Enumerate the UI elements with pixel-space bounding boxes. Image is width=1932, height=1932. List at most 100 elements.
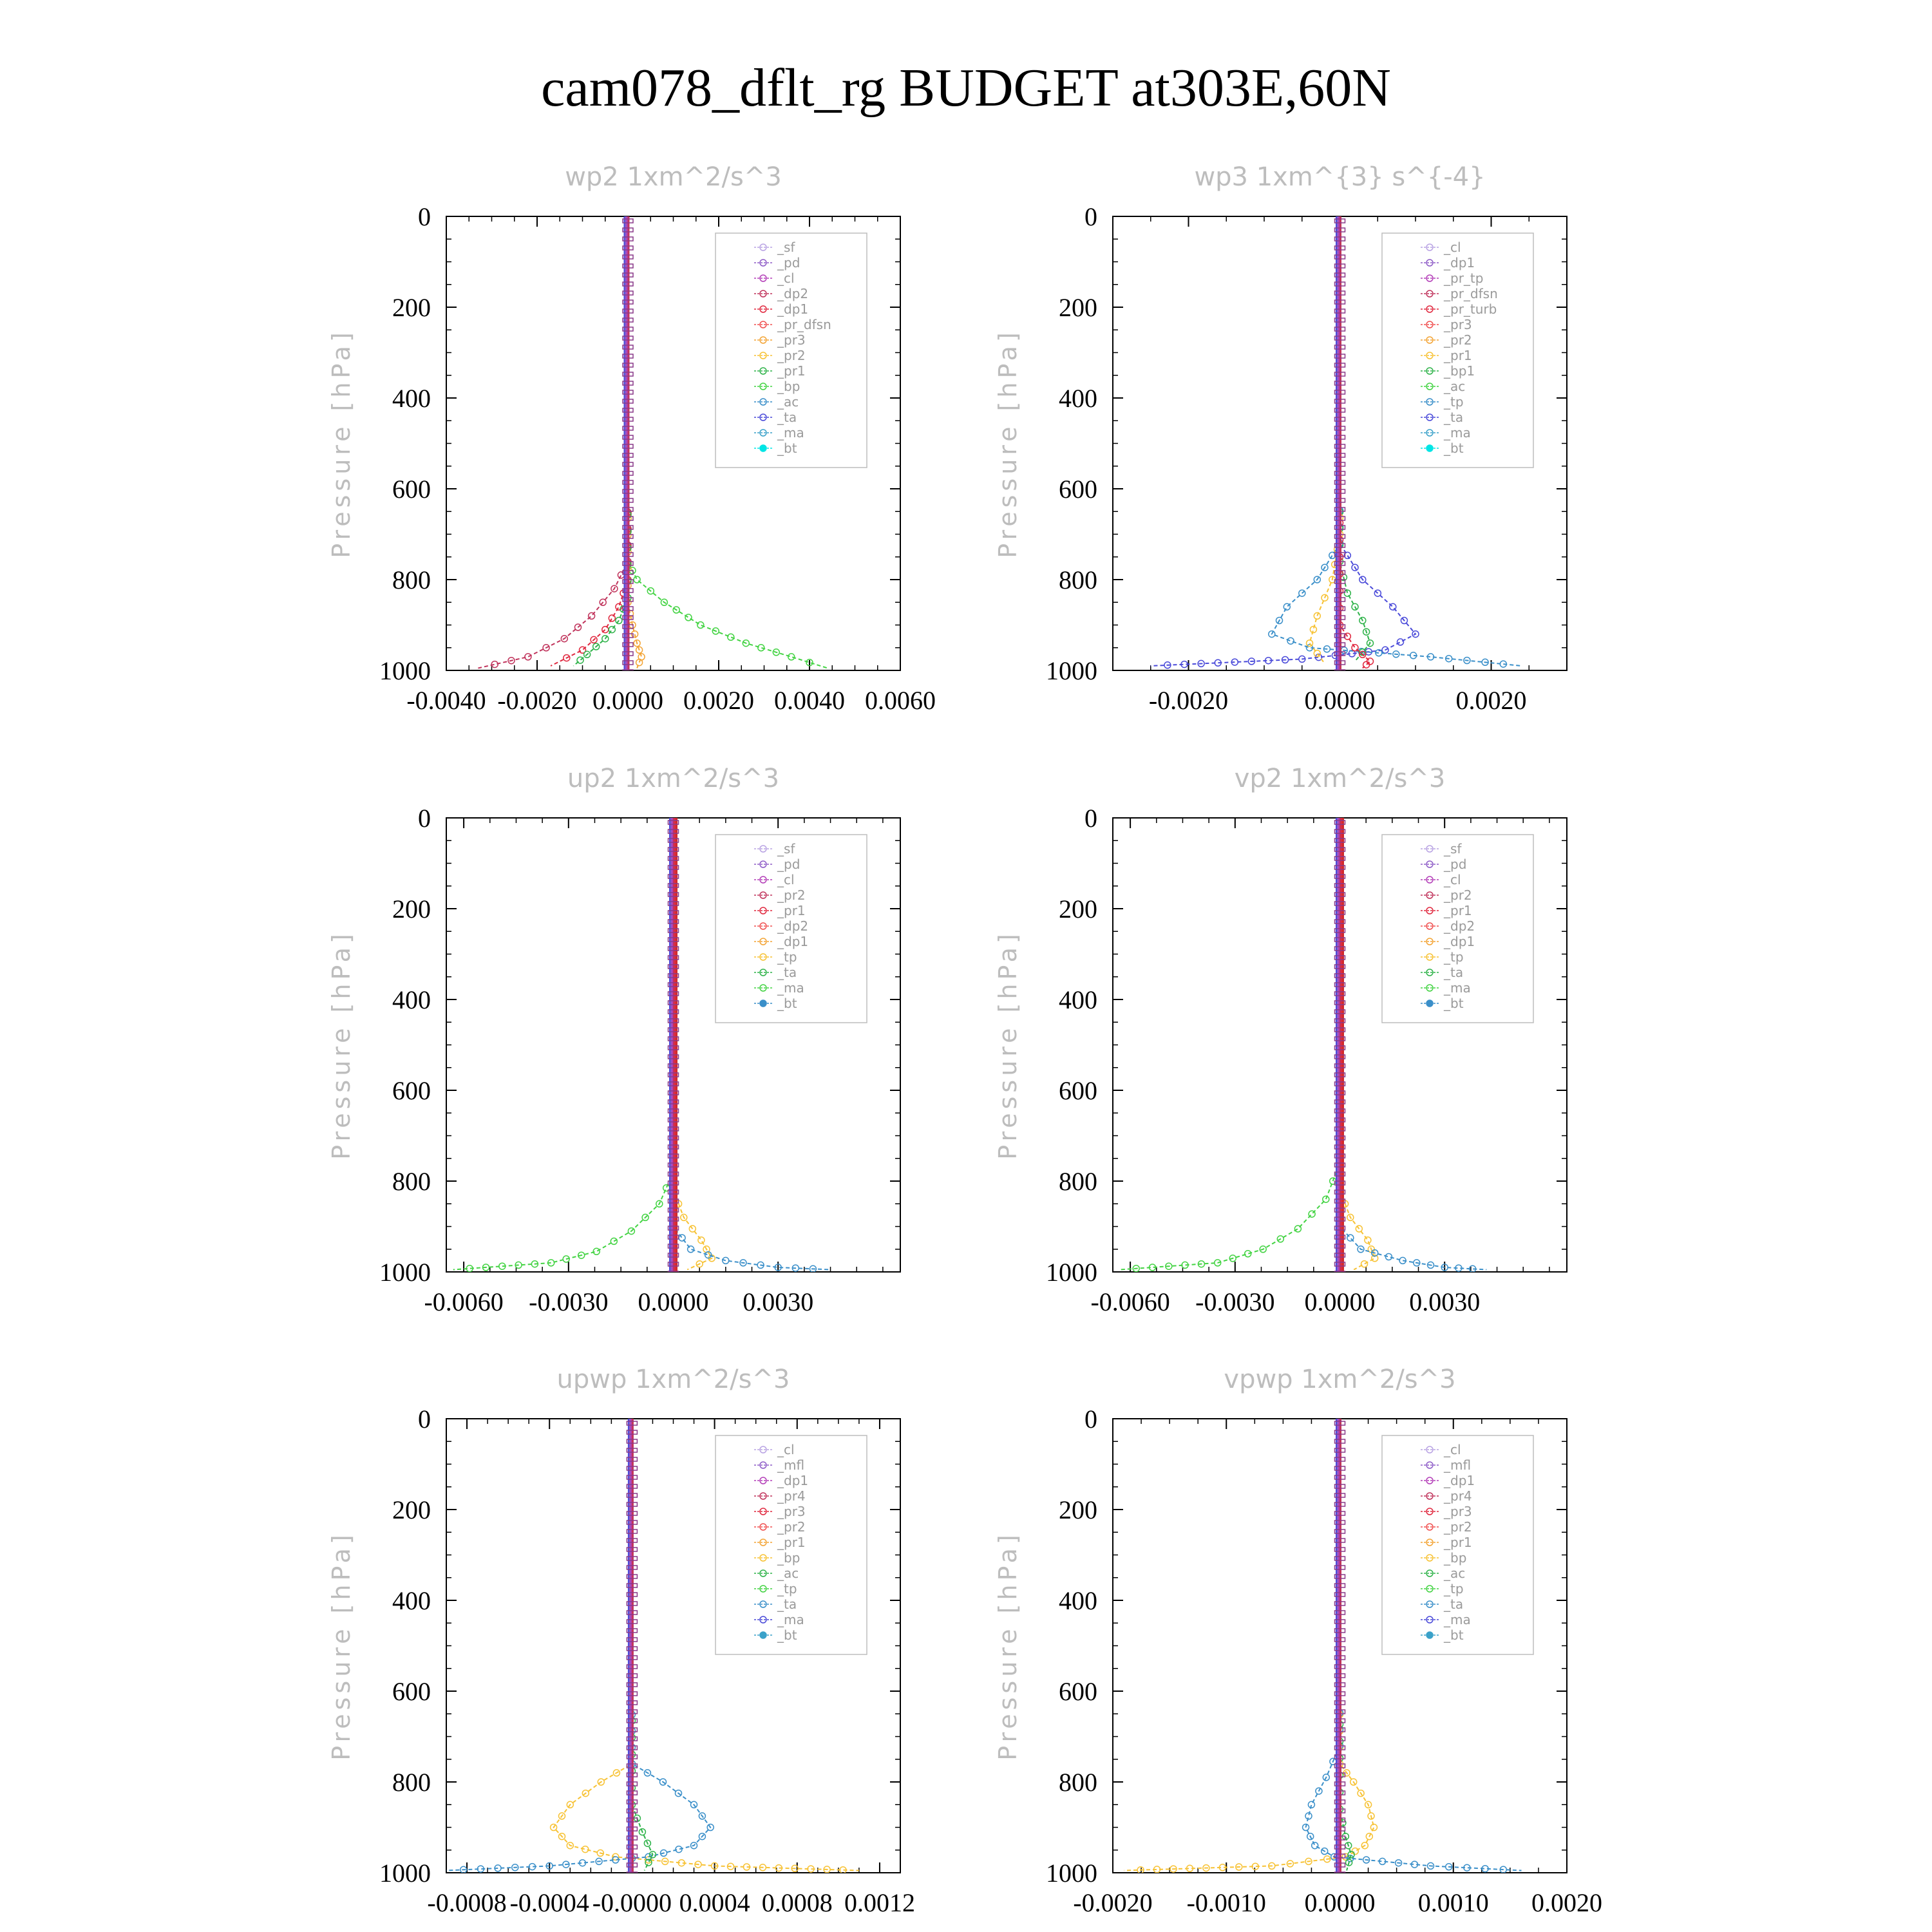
legend-entry: _ac [1443,379,1465,394]
legend-marker [759,891,767,899]
x-tick-label: 0.0020 [683,686,754,715]
data-point [791,1264,800,1272]
zero-profile-marker [1334,399,1346,404]
zero-profile-marker [622,390,634,395]
data-point [757,644,765,652]
zero-profile-marker [667,1126,679,1132]
zero-profile-marker [667,1135,679,1141]
data-point [645,1859,652,1866]
data-point [698,1812,706,1820]
legend-marker [1426,1631,1434,1639]
zero-profile-marker [622,317,634,323]
data-point [482,1264,490,1271]
zero-profile-marker [1334,1718,1346,1723]
zero-profile-marker [626,1637,638,1642]
legend-entry: _cl [777,270,795,286]
zero-profile-marker [1334,660,1346,665]
legend-entry: _pr3 [1443,317,1472,332]
zero-profile-marker [626,1592,638,1597]
zero-profile-marker [626,1718,638,1723]
legend-marker [1426,1554,1434,1562]
legend-marker [1426,444,1434,452]
zero-profile-marker [626,1790,638,1795]
zero-profile-marker [622,308,634,314]
chart-title: vp2 1xm^2/s^3 [1235,764,1446,793]
zero-profile-marker [1334,1253,1346,1258]
data-point [1214,659,1222,667]
data-point [524,653,532,661]
zero-profile-marker [1334,928,1346,933]
data-point [710,1862,719,1870]
data-point [1305,1857,1312,1866]
zero-profile-marker [1334,426,1346,431]
zero-profile-marker [667,910,679,915]
zero-profile-marker [626,1556,638,1561]
y-tick-label: 400 [392,384,431,413]
zero-profile-marker [626,1853,638,1859]
data-point [1455,1264,1463,1272]
zero-profile-marker [667,838,679,843]
zero-profile-marker [1334,1592,1346,1597]
legend-marker [1426,999,1434,1007]
legend-marker [1426,367,1434,375]
data-point [1315,1787,1323,1795]
data-point [661,1857,669,1866]
x-tick-label: 0.0000 [1305,686,1376,715]
zero-profile-marker [1334,1772,1346,1777]
legend-entry: _pr1 [777,903,806,918]
zero-profile-marker [626,1727,638,1732]
data-point [1362,661,1370,668]
zero-profile-marker [1334,669,1346,670]
data-point [1399,1256,1406,1265]
legend-entry: _ac [1443,1566,1465,1581]
legend-entry: _bt [1443,440,1464,456]
legend-marker [1426,1523,1434,1531]
y-tick-label: 200 [392,293,431,322]
zero-profile-marker [1334,651,1346,656]
legend-entry: _pr4 [777,1488,806,1504]
legend-entry: _cl [777,872,795,887]
legend-entry: _tp [1443,394,1464,410]
data-point [675,1845,683,1853]
y-tick-label: 1000 [379,1258,431,1287]
zero-profile-marker [1334,1180,1346,1186]
data-point [774,1264,782,1271]
zero-profile-marker [622,290,634,296]
data-point [582,1789,590,1797]
data-area [1119,818,1487,1272]
legend-box [715,1435,867,1655]
zero-profile-marker [667,1000,679,1005]
zero-profile-marker [1334,624,1346,629]
series-line [550,216,629,667]
zero-profile-marker [1334,955,1346,960]
x-tick-label: 0.0012 [844,1888,915,1917]
zero-profile-marker [622,615,634,620]
y-tick-label: 0 [418,804,431,833]
zero-profile-marker [1334,1421,1346,1426]
chart-title: wp2 1xm^2/s^3 [565,162,782,192]
zero-profile-marker [1334,1781,1346,1786]
data-point [1364,1236,1372,1244]
data-point [1441,1264,1448,1271]
zero-profile-marker [1334,1457,1346,1462]
legend-box [715,232,867,468]
data-point [1313,612,1321,620]
zero-profile-marker [667,847,679,852]
zero-profile-marker [1334,308,1346,314]
legend-marker [759,383,767,390]
zero-profile-marker [1334,435,1346,440]
data-point [1499,660,1508,668]
data-point [1351,1847,1359,1855]
data-point [1375,649,1383,657]
zero-profile-marker [1334,1117,1346,1122]
legend-marker [759,1446,767,1454]
data-point [772,649,781,656]
zero-profile-marker [1334,1466,1346,1471]
data-point [1329,551,1336,560]
zero-profile-marker [626,1691,638,1696]
legend-marker [1426,429,1434,437]
data-point [1281,656,1289,664]
zero-profile-marker [1334,1664,1346,1669]
legend-marker [759,1523,767,1531]
zero-profile-marker [1334,290,1346,296]
